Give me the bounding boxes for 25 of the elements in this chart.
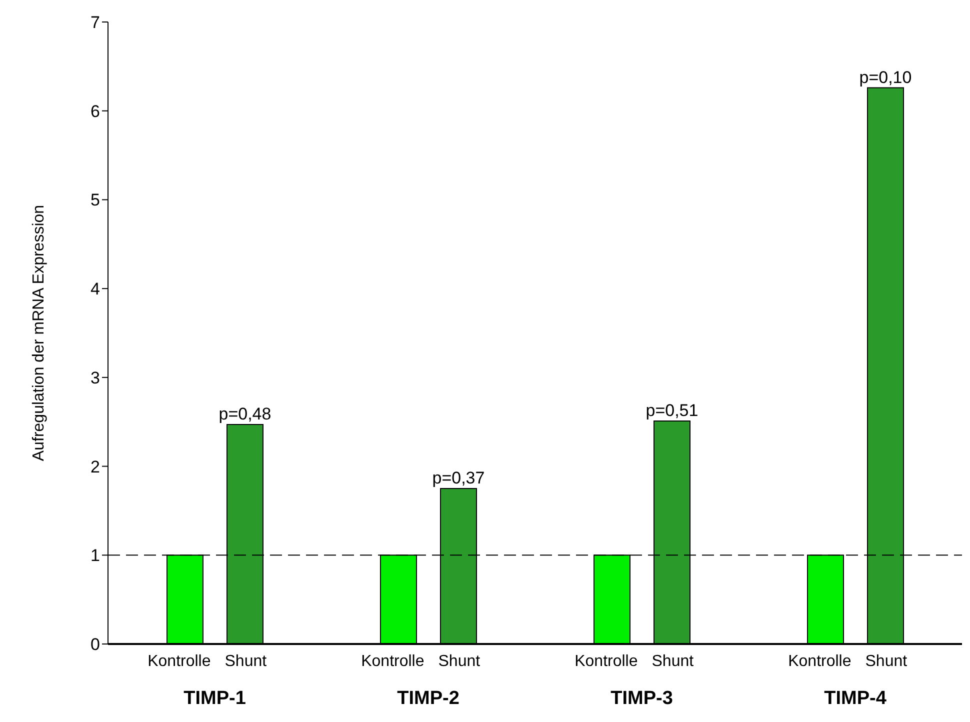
y-tick-label: 0 bbox=[90, 635, 100, 654]
annotation: p=0,48 bbox=[218, 404, 272, 424]
annotation: p=0,51 bbox=[646, 400, 698, 420]
y-tick-label: 4 bbox=[90, 280, 100, 299]
y-tick-label: 1 bbox=[90, 546, 100, 566]
text: Shunt bbox=[652, 653, 694, 670]
text: Kontrolle bbox=[574, 653, 638, 670]
annotation: p=0,37 bbox=[432, 468, 485, 488]
y-axis-title: Aufregulation der mRNA Expression bbox=[30, 204, 48, 462]
text: Shunt bbox=[438, 653, 480, 670]
series-label: Kontrolle bbox=[148, 653, 211, 670]
y-tick-label: 5 bbox=[90, 190, 100, 210]
annotation: p=0,10 bbox=[859, 68, 912, 87]
x-tick-label: TIMP-4 bbox=[824, 688, 887, 709]
text: Kontrolle bbox=[788, 653, 852, 670]
text: Shunt bbox=[865, 653, 908, 670]
text: Kontrolle bbox=[361, 653, 424, 670]
x-tick-label: TIMP-2 bbox=[397, 688, 460, 709]
y-tick-label: 6 bbox=[90, 102, 100, 121]
y-tick-label: 3 bbox=[90, 368, 100, 388]
x-tick-label: TIMP-3 bbox=[610, 688, 673, 709]
y-tick-label: 7 bbox=[90, 13, 100, 32]
series-label: Shunt bbox=[224, 653, 268, 670]
y-tick-label: 2 bbox=[90, 457, 100, 476]
x-tick-label: TIMP-1 bbox=[184, 688, 246, 709]
